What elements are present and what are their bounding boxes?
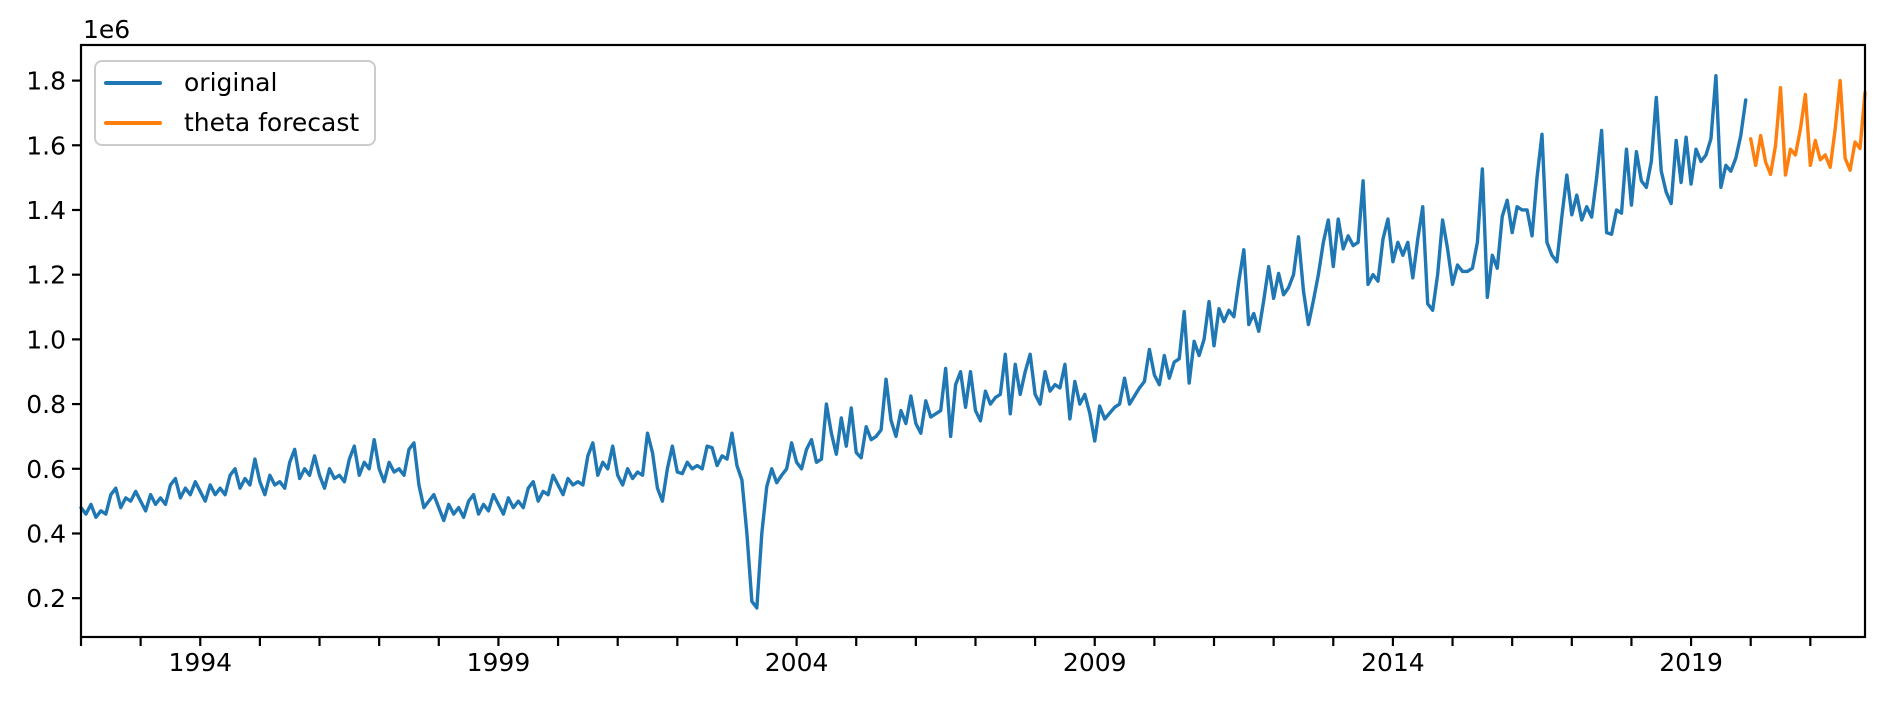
- y-tick-label: 1.0: [26, 325, 66, 354]
- legend-entry-theta-forecast: theta forecast: [104, 103, 374, 143]
- y-tick-label: 1.2: [26, 261, 66, 290]
- y-tick-label: 0.2: [26, 584, 66, 613]
- y-tick-label: 1.8: [26, 67, 66, 96]
- theta-forecast-line-swatch: [104, 121, 162, 125]
- original-line-swatch: [104, 81, 162, 85]
- legend-label-original: original: [184, 68, 278, 97]
- x-tick-label: 2009: [1063, 648, 1127, 677]
- x-tick-label: 2004: [765, 648, 829, 677]
- legend-entry-original: original: [104, 63, 374, 103]
- x-tick-label: 2014: [1361, 648, 1425, 677]
- y-tick-label: 1.4: [26, 196, 66, 225]
- plot-area: [79, 43, 1867, 639]
- ticks-group: 1994 1999 2004 2009 2014 2019 0.2 0.4 0.6 0.8 1.0 1…: [26, 67, 1812, 677]
- y-axis-offset-text: 1e6: [83, 15, 130, 44]
- series-group: [79, 74, 1867, 610]
- x-tick-label: 2019: [1659, 648, 1723, 677]
- y-tick-label: 0.8: [26, 390, 66, 419]
- theta-forecast-series-line: [1749, 78, 1867, 177]
- y-tick-label: 0.6: [26, 455, 66, 484]
- y-tick-label: 0.4: [26, 519, 66, 548]
- x-tick-label: 1994: [168, 648, 232, 677]
- original-series-line: [79, 74, 1748, 610]
- legend: original theta forecast: [94, 60, 376, 146]
- x-tick-label: 1999: [467, 648, 531, 677]
- legend-label-theta-forecast: theta forecast: [184, 108, 360, 137]
- y-tick-label: 1.6: [26, 131, 66, 160]
